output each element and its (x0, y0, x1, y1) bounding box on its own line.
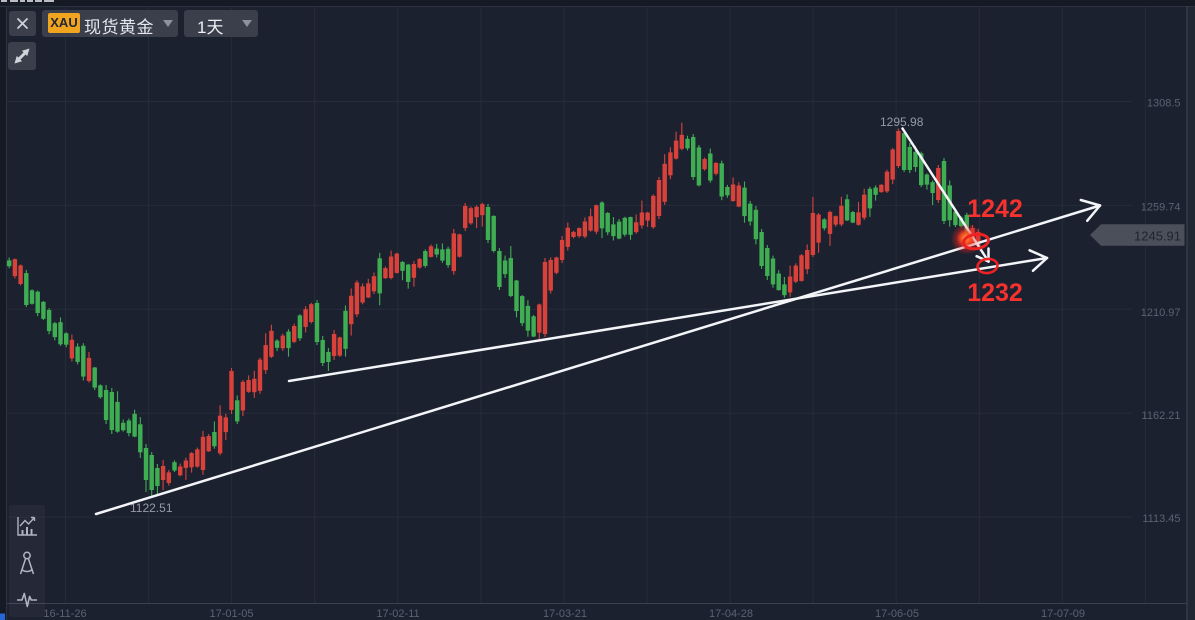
svg-text:1259.74: 1259.74 (1141, 201, 1181, 213)
svg-text:17-06-05: 17-06-05 (875, 608, 919, 620)
svg-text:16-11-26: 16-11-26 (43, 608, 86, 620)
svg-text:1122.51: 1122.51 (130, 501, 173, 515)
svg-text:17-03-21: 17-03-21 (543, 608, 587, 620)
svg-text:1295.98: 1295.98 (880, 115, 924, 129)
svg-text:1210.97: 1210.97 (1141, 307, 1181, 319)
svg-text:1242: 1242 (967, 195, 1023, 223)
svg-text:1232: 1232 (967, 279, 1023, 307)
svg-text:17-07-09: 17-07-09 (1041, 608, 1085, 620)
svg-text:17-02-11: 17-02-11 (376, 608, 419, 620)
svg-text:1113.45: 1113.45 (1142, 513, 1180, 525)
svg-text:1245.91: 1245.91 (1134, 229, 1181, 244)
svg-text:17-04-28: 17-04-28 (709, 608, 753, 620)
svg-text:1162.21: 1162.21 (1142, 410, 1181, 422)
svg-text:1308.5: 1308.5 (1147, 97, 1181, 109)
svg-text:17-01-05: 17-01-05 (209, 608, 253, 620)
